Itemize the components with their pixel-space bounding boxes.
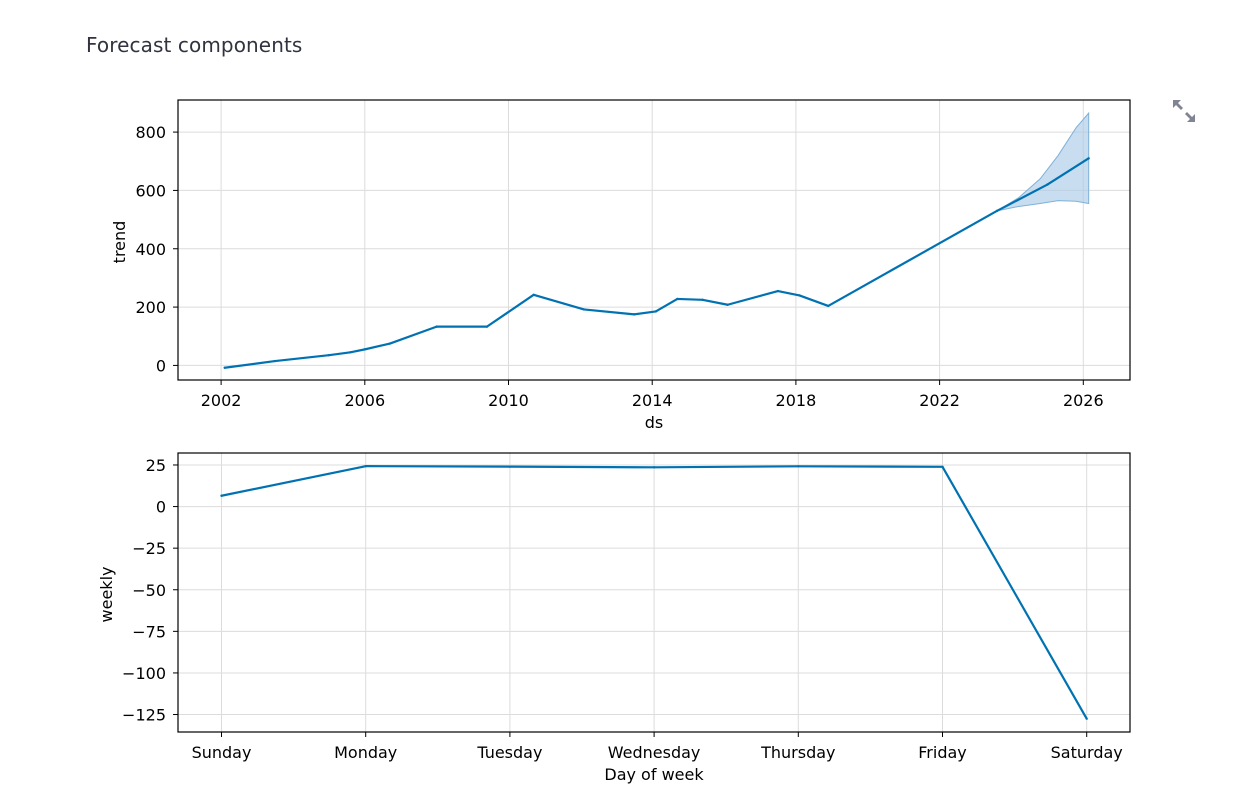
trend-point [995, 209, 999, 213]
weekly-x-axis-label: Day of week [604, 765, 704, 784]
weekly-x-tick-label: Friday [918, 743, 967, 762]
trend-point [726, 303, 729, 306]
trend-chart: 2002 2006 2010 2014 2018 2022 2026 0 200 400 600 8… [110, 99, 1131, 432]
weekly-point [508, 465, 512, 468]
trend-axes-frame [177, 99, 1131, 381]
weekly-x-tick-label: Tuesday [476, 743, 542, 762]
expand-arrows-icon [1173, 100, 1195, 122]
trend-point [349, 351, 352, 354]
weekly-y-tick-label: 25 [146, 456, 166, 475]
trend-y-tick-label: 400 [135, 240, 166, 259]
trend-point [676, 297, 679, 301]
weekly-y-tick-label: −75 [132, 622, 166, 641]
trend-x-tick-label: 2026 [1063, 391, 1104, 410]
weekly-point [652, 466, 656, 469]
weekly-point [1085, 717, 1088, 720]
trend-x-tick-label: 2006 [344, 391, 385, 410]
trend-y-tick-label: 0 [156, 356, 166, 375]
trend-x-tick-label: 2010 [488, 391, 529, 410]
trend-x-tick-label: 2022 [919, 391, 960, 410]
trend-y-tick-label: 600 [135, 181, 166, 200]
weekly-x-tick-label: Thursday [760, 743, 835, 762]
trend-point [827, 304, 830, 308]
trend-point [273, 359, 277, 363]
trend-point [654, 310, 657, 313]
trend-y-axis-label: trend [110, 221, 129, 264]
trend-point [701, 298, 704, 301]
trend-point [327, 354, 331, 357]
trend-point [798, 294, 801, 297]
trend-point [633, 313, 636, 316]
trend-point [776, 289, 780, 293]
trend-x-tick-label: 2002 [201, 391, 242, 410]
weekly-point [220, 494, 223, 497]
weekly-chart: Sunday Monday Tuesday Wednesday Thursday Frid… [97, 452, 1131, 784]
weekly-y-tick-label: −125 [122, 706, 166, 725]
weekly-y-tick-label: −25 [132, 539, 166, 558]
trend-y-tick-label: 200 [135, 298, 166, 317]
weekly-x-tick-label: Sunday [192, 743, 252, 762]
weekly-y-axis-label: weekly [97, 567, 116, 623]
weekly-y-tick-label: −50 [132, 581, 166, 600]
trend-x-axis-label: ds [645, 413, 664, 432]
trend-x-tick-label: 2014 [632, 391, 673, 410]
trend-point [485, 325, 489, 328]
trend-point [223, 366, 226, 369]
trend-series-line [224, 157, 1090, 369]
trend-point [1087, 157, 1090, 160]
weekly-point [941, 465, 944, 469]
fullscreen-button[interactable] [1170, 97, 1198, 125]
trend-point [532, 293, 535, 297]
trend-y-tick-label: 800 [135, 123, 166, 142]
weekly-y-tick-label: 0 [156, 498, 166, 517]
trend-point [582, 308, 586, 311]
weekly-y-tick-label: −100 [122, 664, 166, 683]
page-title: Forecast components [86, 33, 303, 57]
trend-point [1046, 183, 1049, 186]
weekly-x-tick-label: Monday [334, 743, 397, 762]
trend-point [363, 348, 367, 351]
weekly-x-tick-label: Wednesday [608, 743, 701, 762]
trend-uncertainty-band [996, 111, 1090, 212]
weekly-point [364, 464, 367, 468]
trend-point [388, 342, 392, 345]
weekly-point [797, 465, 800, 468]
trend-x-tick-label: 2018 [776, 391, 817, 410]
trend-point [435, 325, 438, 328]
weekly-x-tick-label: Saturday [1051, 743, 1123, 762]
